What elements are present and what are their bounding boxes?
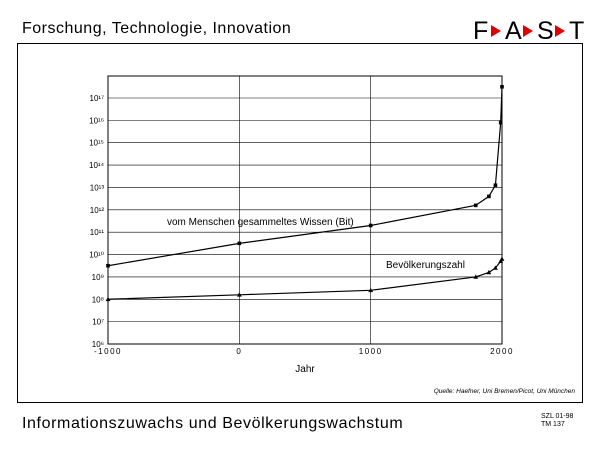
source-note: Quelle: Haefner, Uni Bremen/Picot, Uni M… <box>434 388 576 395</box>
x-axis-label: Jahr <box>295 364 315 375</box>
x-tick-label: -1000 <box>94 347 122 356</box>
data-point-square <box>493 183 498 188</box>
series-label-bevoelkerung: Bevölkerungszahl <box>386 260 465 271</box>
y-tick-label: 10¹³ <box>90 183 105 192</box>
logo-letter-a: A <box>505 16 522 45</box>
data-point-square <box>106 263 110 268</box>
data-point-triangle <box>473 274 479 279</box>
logo-arrow-icon <box>523 25 533 37</box>
y-tick-label: 10⁷ <box>92 318 104 327</box>
logo-letter-t: T <box>569 16 585 45</box>
y-tick-label: 10¹⁴ <box>89 161 105 170</box>
fast-logo: F A S T <box>473 17 585 45</box>
data-point-square <box>487 194 491 199</box>
logo-arrow-icon <box>491 25 501 37</box>
y-tick-label: 10¹⁵ <box>89 139 104 148</box>
data-point-triangle <box>493 265 498 270</box>
y-tick-labels: 10⁶ 10⁷ 10⁸ 10⁹ 10¹⁰ 10¹¹ 10¹² 10¹³ 10¹⁴ 10¹⁵ 10¹⁶… <box>89 94 105 349</box>
data-point-square <box>473 203 478 208</box>
data-point-triangle <box>368 287 374 293</box>
page-title: Forschung, Technologie, Innovation <box>22 20 292 37</box>
x-tick-label: 1000 <box>359 347 383 356</box>
x-tick-label: 0 <box>236 347 242 356</box>
series-label-wissen: vom Menschen gesammeltes Wissen (Bit) <box>167 217 354 228</box>
data-point-square <box>368 223 373 228</box>
series-line-0 <box>107 86 503 267</box>
logo-letter-f: F <box>473 16 489 45</box>
data-point-square <box>500 85 504 89</box>
x-tick-labels: -1000 0 1000 2000 <box>94 347 514 356</box>
y-tick-label: 10¹¹ <box>90 228 105 237</box>
series <box>105 85 505 302</box>
footer-code: SZL 01-98 TM 137 <box>541 413 573 429</box>
data-point-triangle <box>498 258 504 264</box>
x-tick-label: 2000 <box>490 347 514 356</box>
data-point-triangle <box>486 269 492 275</box>
y-tick-label: 10¹⁶ <box>89 116 104 125</box>
data-point-triangle <box>236 292 242 297</box>
logo-letter-s: S <box>537 16 554 45</box>
footer-title: Informationszuwachs und Bevölkerungswach… <box>22 415 404 432</box>
data-point-triangle <box>499 256 505 261</box>
plot-area <box>107 75 503 345</box>
grid <box>108 76 502 344</box>
y-tick-label: 10⁹ <box>92 273 104 282</box>
y-tick-label: 10¹⁰ <box>89 251 104 260</box>
y-tick-label: 10⁸ <box>92 295 104 304</box>
logo-arrow-icon <box>555 25 565 37</box>
y-tick-label: 10¹⁷ <box>90 94 105 103</box>
data-point-square <box>237 241 242 246</box>
data-point-square <box>498 120 503 125</box>
footer-code-line-1: SZL 01-98 <box>541 413 574 420</box>
y-tick-label: 10⁶ <box>92 340 104 349</box>
chart-frame <box>17 43 583 403</box>
footer-code-line-2: TM 137 <box>541 421 565 428</box>
data-point-triangle <box>105 296 111 302</box>
y-tick-label: 10¹² <box>90 206 105 215</box>
